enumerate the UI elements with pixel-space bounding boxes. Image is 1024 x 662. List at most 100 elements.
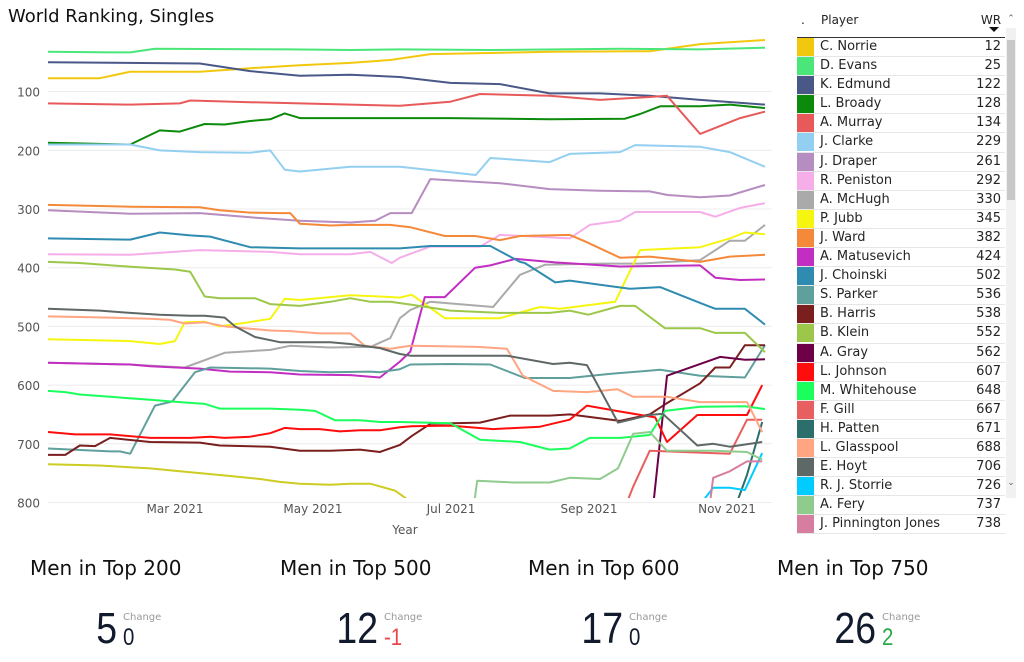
world-rank: 607: [976, 363, 1001, 379]
kpi-change-value: 2: [882, 624, 894, 651]
table-body: C. Norrie 12 D. Evans 25 K. Edmund 122 L. Broa…: [797, 38, 1017, 535]
table-row[interactable]: A. Matusevich 424: [797, 248, 1005, 268]
series-line-p-jubb[interactable]: [47, 231, 766, 345]
series-line-e-hoyt[interactable]: [47, 307, 763, 448]
series-line-c-norrie[interactable]: [48, 39, 766, 80]
player-name: R. J. Storrie: [820, 478, 893, 494]
table-row[interactable]: K. Edmund 122: [797, 76, 1005, 96]
table-row[interactable]: D. Evans 25: [797, 57, 1005, 77]
kpi-change-value: 0: [629, 624, 641, 651]
series-line-j-clarke[interactable]: [48, 143, 766, 176]
series-line-l-broady[interactable]: [47, 103, 766, 146]
table-row[interactable]: J. Pinnington Jones 738: [797, 515, 1005, 535]
series-line-j-draper[interactable]: [47, 178, 766, 224]
world-rank: 229: [976, 134, 1001, 150]
series-line-j-ward[interactable]: [47, 203, 766, 263]
player-column-header[interactable]: Player: [821, 13, 859, 27]
sort-descending-icon: [989, 27, 999, 32]
scroll-up-icon[interactable]: ⌃: [1007, 14, 1015, 24]
world-rank: 12: [984, 39, 1001, 54]
table-row[interactable]: B. Harris 538: [797, 305, 1005, 325]
world-rank: 726: [976, 478, 1001, 494]
table-row[interactable]: L. Glasspool 688: [797, 438, 1005, 459]
table-row[interactable]: F. Gill 667: [797, 400, 1005, 420]
table-row[interactable]: C. Norrie 12: [797, 38, 1005, 58]
world-rank: 688: [976, 439, 1001, 455]
table-row[interactable]: J. Ward 382: [797, 228, 1005, 249]
table-row[interactable]: J. Choinski 502: [797, 267, 1005, 287]
y-axis: 100 200 300 400 500 600 700 800: [17, 86, 40, 511]
series-line-d-evans[interactable]: [47, 46, 766, 54]
color-swatch: [797, 477, 814, 496]
y-tick-label: 200: [17, 144, 40, 158]
series-line-j-pinnington-jones[interactable]: [708, 460, 763, 520]
series-line-f-gill[interactable]: [615, 418, 763, 532]
table-row[interactable]: A. Gray 562: [797, 343, 1005, 363]
table-row[interactable]: M. Whitehouse 648: [797, 381, 1005, 401]
world-rank: 552: [976, 325, 1001, 341]
table-row[interactable]: L. Johnson 607: [797, 362, 1005, 382]
series-line-b-klein[interactable]: [47, 260, 766, 353]
series-line-a-gray[interactable]: [644, 355, 766, 545]
kpi-change-label: Change: [123, 612, 162, 623]
table-row[interactable]: H. Patten 671: [797, 419, 1005, 439]
series-line-a-murray[interactable]: [47, 93, 766, 135]
player-name: J. Choinski: [820, 268, 888, 284]
table-row[interactable]: J. Clarke 229: [797, 133, 1005, 153]
wr-column-header[interactable]: WR: [980, 13, 1002, 27]
table-row[interactable]: J. Draper 261: [797, 152, 1005, 172]
player-name: F. Gill: [820, 401, 855, 417]
world-rank: 667: [976, 401, 1001, 417]
series-line-m-whitehouse[interactable]: [47, 389, 766, 451]
world-rank: 538: [976, 306, 1001, 322]
table-scrollbar[interactable]: [1006, 28, 1016, 498]
table-row[interactable]: S. Parker 536: [797, 286, 1005, 306]
world-rank: 738: [976, 516, 1001, 532]
color-column-header[interactable]: .: [801, 13, 805, 27]
table-row[interactable]: R. Peniston 292: [797, 171, 1005, 191]
y-tick-label: 300: [17, 203, 40, 217]
series-line-j-choinski[interactable]: [47, 231, 766, 326]
color-swatch: [797, 133, 814, 152]
x-tick-label: Jul 2021: [426, 502, 476, 516]
series-line-s-parker[interactable]: [47, 344, 766, 455]
series-line-a-fery[interactable]: [470, 431, 763, 532]
series-line-unlabeled[interactable]: [47, 463, 430, 520]
color-swatch: [797, 305, 814, 324]
color-swatch: [797, 57, 814, 76]
series-line-h-patten[interactable]: [731, 421, 764, 520]
kpi-title: Men in Top 500: [280, 556, 432, 580]
table-row[interactable]: E. Hoyt 706: [797, 458, 1005, 478]
world-rank: 292: [976, 172, 1001, 188]
x-tick-label: Mar 2021: [147, 502, 204, 516]
kpi-change-label: Change: [384, 612, 423, 623]
x-tick-label: May 2021: [283, 502, 342, 516]
color-swatch: [797, 152, 814, 171]
kpi-title: Men in Top 750: [777, 556, 929, 580]
table-row[interactable]: R. J. Storrie 726: [797, 477, 1005, 497]
color-swatch: [797, 438, 814, 457]
series-line-b-harris[interactable]: [48, 344, 765, 456]
kpi-value: 17: [581, 604, 623, 653]
scrollbar-thumb[interactable]: [1007, 40, 1015, 200]
table-row[interactable]: A. Fery 737: [797, 496, 1005, 516]
table-row[interactable]: A. Murray 134: [797, 114, 1005, 134]
table-row[interactable]: A. McHugh 330: [797, 190, 1005, 210]
series-line-k-edmund[interactable]: [47, 61, 766, 106]
player-name: B. Harris: [820, 306, 876, 322]
scroll-down-icon[interactable]: ⌄: [1007, 478, 1015, 488]
series-line-l-johnson[interactable]: [47, 384, 764, 443]
table-row[interactable]: L. Broady 128: [797, 95, 1005, 115]
table-row[interactable]: P. Jubb 345: [797, 209, 1005, 229]
player-name: A. Matusevich: [820, 249, 911, 265]
color-swatch: [797, 400, 814, 419]
series-line-r-j-storrie[interactable]: [693, 452, 764, 514]
kpi-value: 26: [834, 604, 876, 653]
series-line-l-glasspool[interactable]: [47, 315, 764, 433]
player-name: A. Murray: [820, 115, 883, 131]
color-swatch: [797, 114, 814, 133]
table-row[interactable]: B. Klein 552: [797, 324, 1005, 344]
series-line-a-matusevich[interactable]: [47, 257, 766, 379]
player-name: L. Broady: [820, 96, 882, 112]
series-line-a-mchugh[interactable]: [47, 224, 766, 369]
